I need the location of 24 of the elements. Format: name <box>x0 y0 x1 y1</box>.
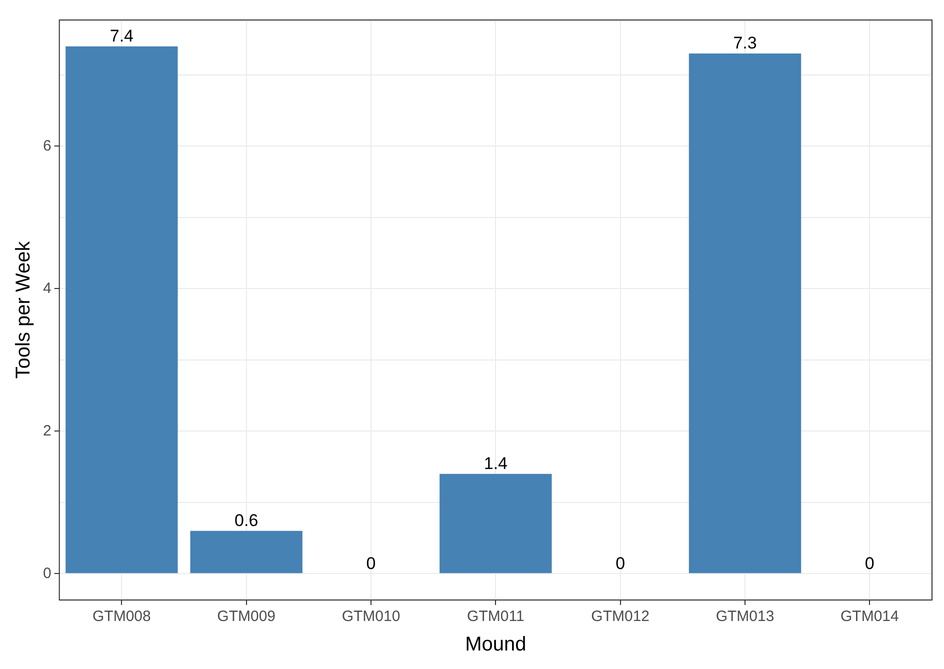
x-tick-label: GTM008 <box>92 608 151 626</box>
x-tick-label: GTM011 <box>467 608 524 626</box>
y-tick-label: 2 <box>43 422 52 440</box>
bar <box>688 53 802 574</box>
data-label: 7.3 <box>733 34 757 53</box>
x-tick-label: GTM014 <box>840 608 899 626</box>
data-label: 0 <box>864 554 874 573</box>
data-label: 0 <box>616 554 626 573</box>
data-label: 7.4 <box>110 26 134 46</box>
x-tick-label: GTM009 <box>217 608 276 626</box>
bar <box>190 530 302 574</box>
data-label: 1.4 <box>484 454 508 474</box>
data-label: 0.6 <box>234 511 258 530</box>
y-axis-title: Tools per Week <box>12 240 35 379</box>
data-label: 0 <box>366 554 376 573</box>
bar <box>440 474 552 574</box>
bar <box>66 46 178 574</box>
y-tick-label: 0 <box>43 564 52 582</box>
x-tick-label: GTM010 <box>342 608 400 626</box>
x-axis-title: Mound <box>465 634 526 656</box>
y-tick-label: 4 <box>43 280 52 297</box>
x-tick-label: GTM012 <box>591 608 650 626</box>
y-tick-label: 6 <box>43 137 52 154</box>
x-tick-label: GTM013 <box>716 608 774 626</box>
